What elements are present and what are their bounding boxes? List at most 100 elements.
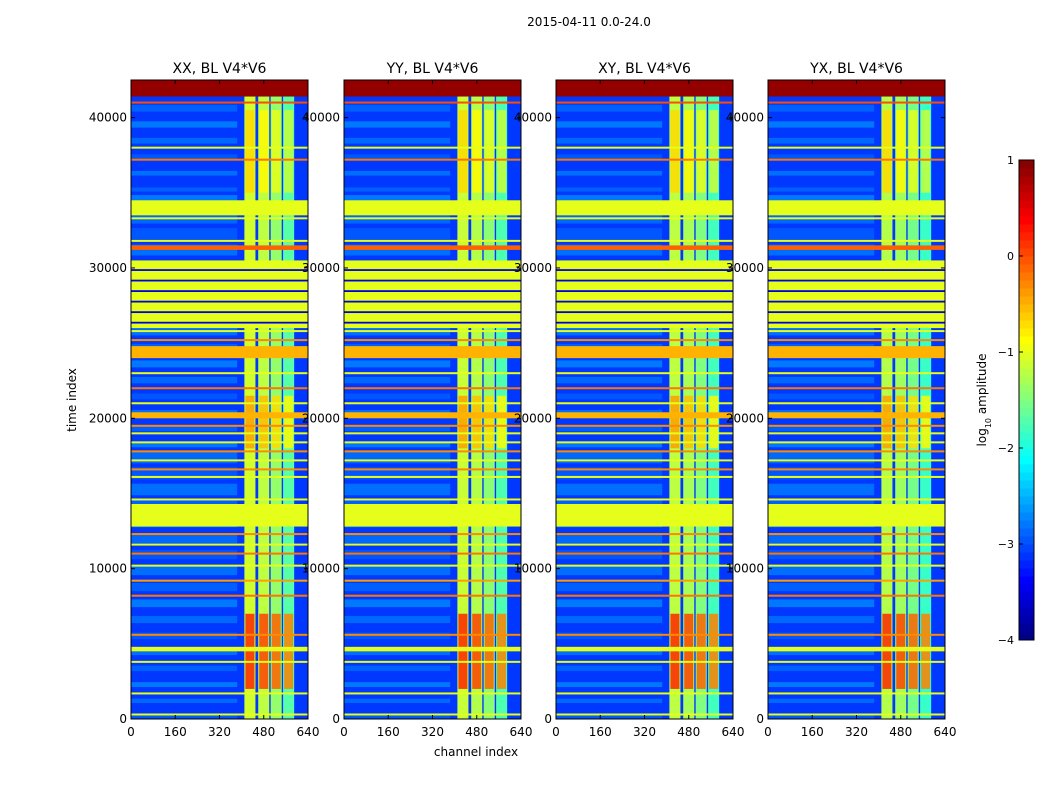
- stripe-line: [131, 564, 308, 567]
- x-tick-label: 640: [934, 725, 957, 739]
- noise-cell: [344, 187, 451, 192]
- stripe-line: [556, 146, 733, 149]
- stripe-line: [131, 552, 308, 555]
- noise-cell: [556, 616, 663, 624]
- colorbar-segment: [1019, 424, 1034, 433]
- flagged-band: [556, 412, 733, 419]
- y-tick-label: 30000: [726, 261, 764, 275]
- colorbar-segment: [1019, 608, 1034, 617]
- stripe-line: [344, 101, 521, 104]
- noise-cell: [556, 599, 663, 608]
- separator-line: [556, 279, 733, 282]
- stripe-line: [344, 372, 521, 375]
- colorbar-segment: [1019, 552, 1034, 561]
- hot-region: [259, 613, 269, 689]
- y-tick-label: 40000: [726, 111, 764, 125]
- x-tick-label: 160: [164, 725, 187, 739]
- colorbar-segment: [1019, 288, 1034, 297]
- colorbar-segment: [1019, 448, 1034, 457]
- separator-line: [556, 269, 733, 271]
- noise-cell: [344, 443, 451, 448]
- colorbar-segment: [1019, 304, 1034, 313]
- noise-cell: [556, 360, 663, 368]
- noise-cell: [344, 665, 451, 672]
- stripe-line: [344, 564, 521, 567]
- stripe-line: [768, 713, 945, 716]
- y-tick-label: 10000: [726, 562, 764, 576]
- noise-cell: [556, 228, 663, 240]
- noise-cell: [556, 170, 663, 176]
- colorbar-frame: [1018, 159, 1035, 641]
- stripe-line: [131, 146, 308, 149]
- y-axis-label: time index: [65, 368, 79, 432]
- stripe-line: [556, 713, 733, 716]
- colorbar-segment: [1019, 480, 1034, 489]
- colorbar-segment: [1019, 584, 1034, 593]
- noise-cell: [768, 228, 875, 240]
- separator-line: [344, 311, 521, 314]
- stripe-line: [344, 387, 521, 390]
- stripe-line: [344, 475, 521, 478]
- noise-cell: [768, 566, 875, 576]
- stripe-line: [344, 594, 521, 597]
- colorbar-segment: [1019, 576, 1034, 585]
- stripe-line: [556, 432, 733, 435]
- colorbar-tick-label: −4: [998, 634, 1014, 647]
- hot-region: [709, 395, 719, 449]
- stripe-line: [556, 475, 733, 478]
- stripe-line: [344, 441, 521, 444]
- noise-cell: [556, 682, 663, 688]
- stripe-line: [556, 498, 733, 501]
- x-tick-label: 480: [465, 725, 488, 739]
- noise-cell: [768, 582, 875, 592]
- hot-region: [882, 110, 892, 193]
- colorbar-segment: [1019, 400, 1034, 409]
- stripe-line: [131, 432, 308, 435]
- stripe-line: [131, 424, 308, 427]
- stripe-line: [344, 552, 521, 555]
- colorbar-segment: [1019, 264, 1034, 273]
- flagged-band: [556, 80, 733, 97]
- noise-cell: [344, 228, 451, 240]
- flagged-band: [344, 200, 521, 216]
- x-tick-label: 320: [845, 725, 868, 739]
- stripe-line: [768, 441, 945, 444]
- stripe-line: [344, 432, 521, 435]
- colorbar-segment: [1019, 392, 1034, 401]
- stripe-line: [344, 424, 521, 427]
- colorbar-segment: [1019, 296, 1034, 305]
- x-tick-label: 480: [252, 725, 275, 739]
- noise-cell: [768, 698, 875, 704]
- colorbar-segment: [1019, 528, 1034, 537]
- noise-cell: [131, 616, 238, 624]
- stripe-line: [768, 468, 945, 471]
- x-tick-label: 320: [421, 725, 444, 739]
- noise-cell: [131, 483, 238, 496]
- noise-cell: [344, 244, 451, 256]
- separator-line: [556, 290, 733, 292]
- flagged-band: [768, 346, 945, 359]
- noise-cell: [768, 393, 875, 400]
- flagged-band: [556, 346, 733, 359]
- y-tick-label: 10000: [514, 562, 552, 576]
- colorbar-segment: [1019, 432, 1034, 441]
- heatmap-panels: XX, BL V4*V6 0 160 320 480 640 0 10000 20000 3000…: [89, 61, 957, 739]
- noise-cell: [556, 566, 663, 576]
- noise-cell: [768, 187, 875, 192]
- noise-cell: [768, 443, 875, 448]
- stripe-line: [344, 692, 521, 695]
- stripe-line: [768, 594, 945, 597]
- colorbar-segment: [1019, 168, 1034, 177]
- noise-cell: [768, 682, 875, 688]
- noise-cell: [768, 599, 875, 608]
- noise-cell: [768, 665, 875, 672]
- colorbar-segment: [1019, 160, 1034, 169]
- stripe-line: [556, 441, 733, 444]
- flagged-band: [344, 346, 521, 359]
- stripe-line: [344, 468, 521, 471]
- stripe-line: [556, 239, 733, 242]
- stripe-line: [768, 552, 945, 555]
- stripe-line: [344, 633, 521, 636]
- stripe-line: [556, 552, 733, 555]
- noise-cell: [131, 360, 238, 368]
